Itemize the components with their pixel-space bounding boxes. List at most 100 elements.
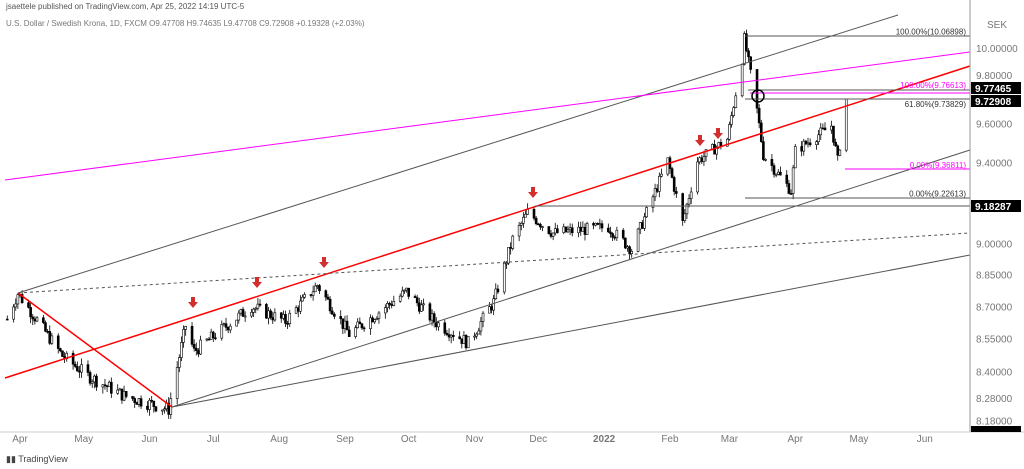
candle-body bbox=[220, 324, 224, 339]
candle-body bbox=[517, 225, 521, 237]
candle-body bbox=[730, 115, 733, 125]
red-trendline[interactable] bbox=[4, 65, 971, 379]
candle-body bbox=[118, 388, 122, 391]
y-tick-label: 8.55000 bbox=[976, 335, 1013, 346]
candle-body bbox=[462, 335, 466, 344]
candle-body bbox=[299, 300, 302, 312]
candle-body bbox=[568, 227, 572, 231]
candle-body bbox=[488, 306, 491, 314]
lower-channel-line[interactable] bbox=[171, 149, 971, 408]
candle-body bbox=[375, 318, 379, 320]
candle-body bbox=[86, 364, 90, 373]
red-down-line[interactable] bbox=[17, 292, 173, 408]
candle-body bbox=[137, 398, 141, 405]
candle-body bbox=[564, 226, 568, 233]
candle-body bbox=[817, 134, 820, 142]
down-arrow-icon bbox=[255, 277, 259, 282]
candle-body bbox=[764, 159, 767, 161]
fib-label: 0.00%(9.22613) bbox=[909, 189, 966, 198]
candle-body bbox=[698, 157, 701, 163]
candle-body bbox=[318, 285, 321, 292]
candle-body bbox=[577, 226, 580, 234]
tradingview-logo: ▮▮ TradingView bbox=[6, 454, 68, 464]
candle-body bbox=[59, 348, 62, 352]
candle-body bbox=[154, 406, 158, 412]
candle-body bbox=[553, 228, 557, 234]
currency-label: SEK bbox=[987, 20, 1007, 31]
candle-body bbox=[135, 402, 139, 405]
candle-body bbox=[725, 139, 729, 147]
upper-channel-line[interactable] bbox=[17, 14, 899, 294]
lower-support-line[interactable] bbox=[171, 254, 971, 408]
candle-body bbox=[398, 295, 402, 302]
candle-body bbox=[301, 296, 304, 302]
candle-body bbox=[838, 149, 842, 156]
candle-body bbox=[460, 338, 464, 344]
candle-body bbox=[401, 290, 404, 297]
candle-body bbox=[672, 177, 676, 192]
candle-body bbox=[445, 332, 449, 335]
candle-body bbox=[288, 312, 292, 324]
candle-body bbox=[479, 321, 483, 332]
candle-body bbox=[133, 398, 136, 403]
dotted-line[interactable] bbox=[17, 232, 971, 294]
symbol-name: U.S. Dollar / Swedish Krona, 1D, FXCM bbox=[6, 19, 147, 28]
candle-body bbox=[239, 309, 243, 314]
y-tick-label: 8.70000 bbox=[976, 302, 1013, 313]
candle-body bbox=[286, 323, 289, 325]
magenta-line[interactable] bbox=[4, 51, 971, 181]
candle-body bbox=[628, 246, 631, 254]
candle-body bbox=[180, 342, 183, 358]
candle-body bbox=[734, 95, 738, 108]
drawings bbox=[4, 14, 971, 408]
candle-body bbox=[570, 227, 574, 234]
candle-body bbox=[800, 146, 803, 152]
candle-body bbox=[789, 193, 793, 195]
candle-body bbox=[759, 122, 763, 142]
candle-body bbox=[823, 127, 827, 131]
candle-body bbox=[638, 222, 642, 230]
circle-marker bbox=[751, 89, 765, 103]
fib-label: 61.80%(9.73829) bbox=[905, 100, 967, 109]
candle-body bbox=[670, 168, 674, 178]
candle-body bbox=[728, 124, 731, 140]
candle-body bbox=[451, 334, 455, 338]
candle-body bbox=[78, 370, 81, 373]
candle-body bbox=[579, 226, 583, 232]
candle-body bbox=[377, 312, 381, 319]
candle-body bbox=[211, 331, 215, 339]
x-tick-label: Mar bbox=[721, 434, 739, 445]
candle-body bbox=[192, 344, 196, 349]
fib-label: 100.00%(9.76613) bbox=[900, 81, 966, 90]
candle-body bbox=[328, 298, 332, 312]
candle-body bbox=[371, 317, 374, 323]
low-value: L9.47708 bbox=[223, 19, 257, 28]
candle-body bbox=[5, 318, 9, 321]
candle-body bbox=[403, 289, 406, 292]
candle-body bbox=[88, 372, 92, 384]
candle-body bbox=[360, 323, 364, 329]
close-value: C9.72908 bbox=[259, 19, 294, 28]
candle-body bbox=[791, 167, 795, 194]
candle-body bbox=[636, 228, 640, 252]
candle-body bbox=[241, 309, 245, 317]
x-tick-label: Oct bbox=[401, 434, 417, 445]
candle-body bbox=[772, 165, 776, 175]
candle-body bbox=[435, 322, 438, 328]
candle-body bbox=[539, 224, 542, 228]
candle-body bbox=[271, 317, 275, 321]
candle-body bbox=[549, 233, 553, 237]
candle-body bbox=[585, 223, 589, 235]
candle-body bbox=[596, 222, 600, 225]
candle-body bbox=[821, 127, 825, 130]
fib-label: 0.00%(9.36811) bbox=[910, 161, 967, 170]
candle-body bbox=[80, 364, 83, 373]
candle-body bbox=[511, 235, 515, 249]
candle-body bbox=[681, 193, 684, 221]
candle-body bbox=[645, 207, 648, 218]
candle-body bbox=[235, 319, 238, 327]
candle-body bbox=[146, 405, 149, 410]
x-tick-label: Dec bbox=[529, 434, 547, 445]
candle-body bbox=[390, 304, 394, 306]
